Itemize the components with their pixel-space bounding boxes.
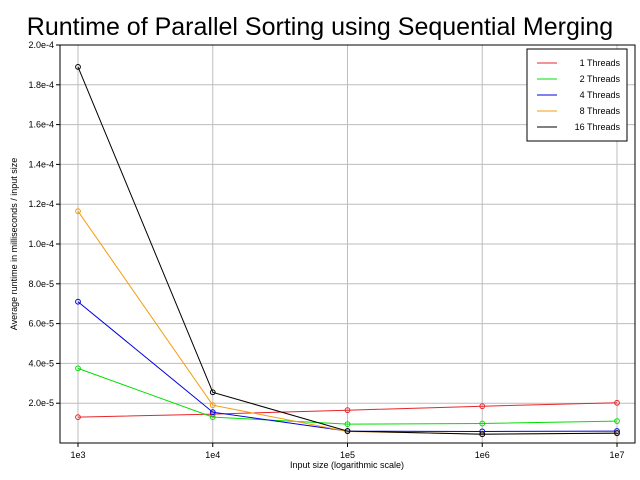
y-tick-label: 1.6e-4 [28,120,54,130]
y-axis-label: Average runtime in milliseconds / input … [9,158,19,330]
y-tick-label: 1.0e-4 [28,239,54,249]
ticks: 1e3 1e4 1e5 1e6 1e7 2.0e-5 4.0e-5 6.0e-5 8.0e-5 1… [28,40,624,460]
y-tick-label: 4.0e-5 [28,358,54,368]
x-tick-label: 1e4 [205,450,220,460]
y-tick-label: 2.0e-4 [28,40,54,50]
data-point [344,428,351,434]
series-line-2 [77,367,618,425]
y-tick-label: 8.0e-5 [28,279,54,289]
data-point [209,409,216,416]
data-point [479,403,486,410]
data-point [614,418,620,425]
data-point [75,365,81,372]
legend-label: 4 Threads [580,90,621,100]
y-tick-label: 2.0e-5 [28,398,54,408]
x-tick-label: 1e6 [475,450,490,460]
data-point [344,407,351,414]
data-point [75,414,81,421]
x-axis-label: Input size (logarithmic scale) [290,460,404,470]
series-line-5 [77,66,618,435]
data-point [209,402,216,409]
x-tick-label: 1e7 [609,450,624,460]
y-tick-label: 6.0e-5 [28,319,54,329]
x-tick-label: 1e3 [70,450,85,460]
data-point [75,63,81,70]
data-point [614,399,620,406]
series-line-1 [77,402,618,418]
series-group [75,63,620,438]
y-tick-label: 1.8e-4 [28,80,54,90]
y-tick-label: 1.4e-4 [28,159,54,169]
y-tick-label: 1.2e-4 [28,199,54,209]
legend-label: 16 Threads [575,122,621,132]
data-point [479,431,486,438]
data-point [209,389,216,396]
legend-label: 8 Threads [580,106,621,116]
data-point [75,208,81,215]
data-point [75,298,81,305]
data-point [344,421,351,427]
legend: 1 Threads 2 Threads 4 Threads 8 Threads 16 T… [526,48,628,142]
legend-label: 1 Threads [580,58,621,68]
data-point [614,430,620,436]
x-tick-label: 1e5 [340,450,355,460]
legend-label: 2 Threads [580,74,621,84]
data-point [479,420,486,427]
chart-title: Runtime of Parallel Sorting using Sequen… [27,13,613,41]
